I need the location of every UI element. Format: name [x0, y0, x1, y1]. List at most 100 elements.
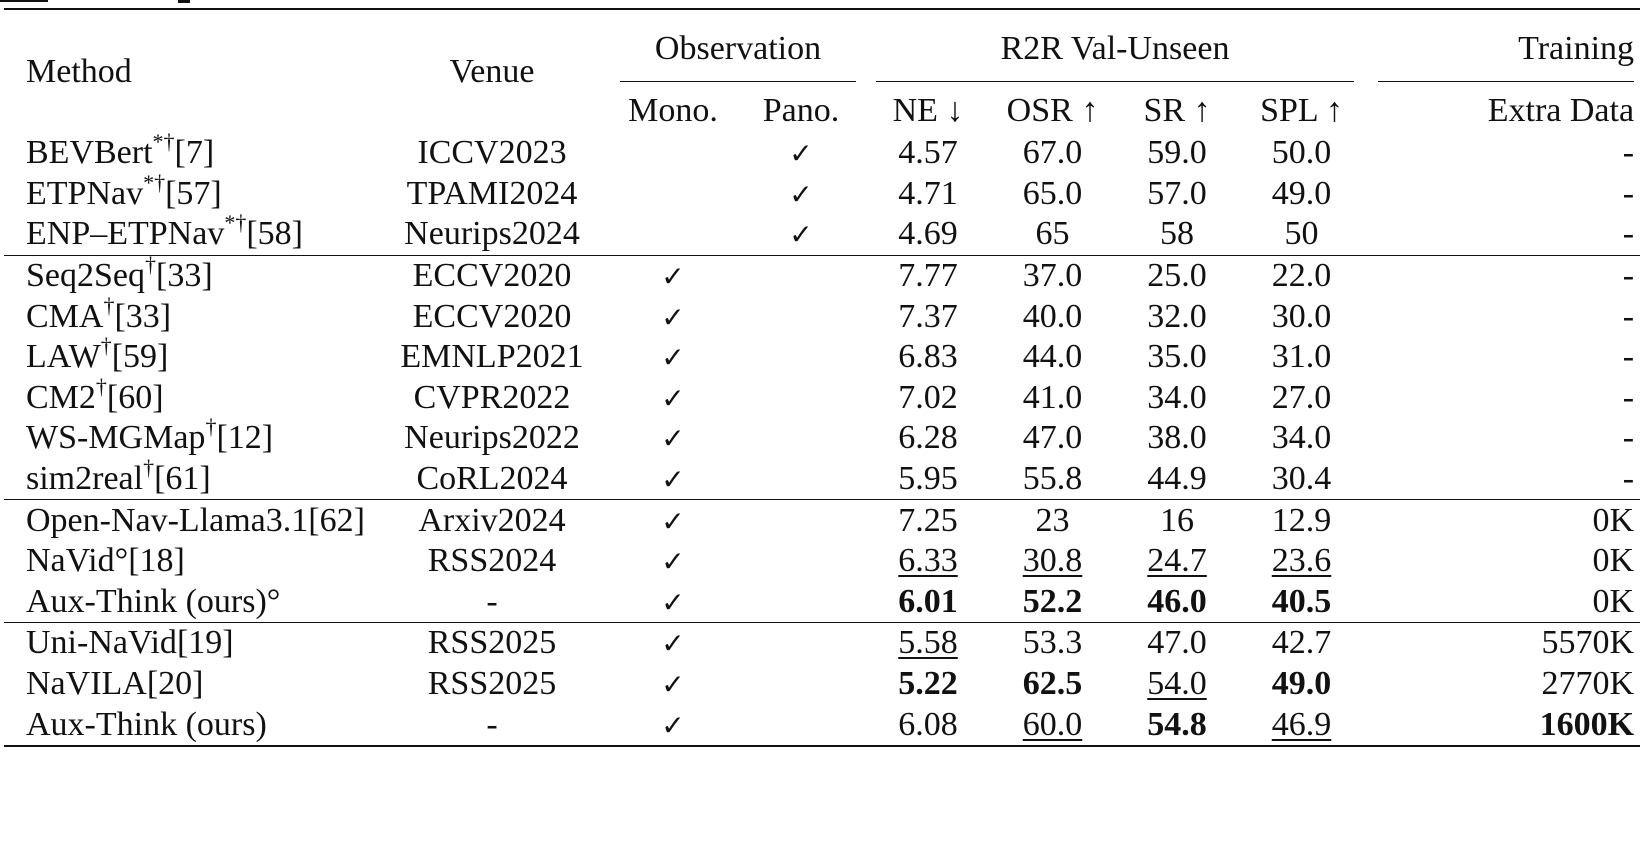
osr-cell: 23	[990, 499, 1115, 541]
r2r-subheaders: NE ↓ OSR ↑ SR ↑ SPL ↑	[866, 76, 1364, 133]
spl-cell: 22.0	[1239, 254, 1365, 297]
sr-value: 24.7	[1147, 542, 1207, 580]
method-citation: [7]	[174, 134, 215, 172]
ne-value: 4.71	[898, 174, 958, 212]
method-citation: [20]	[146, 665, 204, 703]
extra-cell: -	[1364, 254, 1641, 297]
training-subheader: Extra Data	[1364, 76, 1640, 133]
pano-cell	[736, 664, 866, 705]
sr-value: 34.0	[1147, 378, 1207, 416]
method-cell: NaVid°[18]	[4, 541, 374, 582]
ne-cell: 6.83	[866, 337, 990, 378]
osr-value: 55.8	[1022, 460, 1083, 498]
method-name: Seq2Seq	[26, 257, 145, 295]
mono-cell: ✓	[610, 622, 736, 664]
osr-cell: 47.0	[990, 418, 1115, 459]
spl-value: 22.0	[1271, 257, 1332, 295]
extra-cell: -	[1364, 418, 1640, 459]
ne-cell: 5.95	[866, 459, 990, 500]
pano-cell	[736, 499, 866, 541]
spl-cell: 40.5	[1239, 582, 1364, 623]
header-pano: Pano.	[762, 92, 840, 129]
table-row: CMA†[33] ECCV2020 ✓ 7.37 40.0 32.0 30.0 -	[4, 294, 1640, 337]
venue-cell: EMNLP2021	[374, 337, 610, 378]
spl-cell: 27.0	[1239, 378, 1364, 419]
table-row: LAW†[59] EMNLP2021 ✓ 6.83 44.0 35.0 31.0 -	[4, 335, 1640, 378]
check-mark-icon: ✓	[789, 177, 813, 211]
ne-value: 7.02	[898, 378, 958, 416]
extra-cell: -	[1364, 459, 1640, 500]
method-superscript: †	[145, 252, 156, 278]
results-table: Method Venue Observation R2R Val-Unseen …	[4, 8, 1641, 747]
check-mark-icon: ✓	[661, 708, 685, 742]
ne-value: 6.28	[898, 419, 958, 457]
method-cell: ENP–ETPNav*†[58]	[4, 212, 374, 255]
ne-cell: 5.22	[866, 664, 990, 705]
method-citation: [18]	[128, 542, 185, 580]
method-name: CMA	[26, 297, 104, 335]
sr-cell: 34.0	[1115, 378, 1239, 419]
table-row: sim2real†[61] CoRL2024 ✓ 5.95 55.8 44.9 30.4 -	[4, 457, 1640, 500]
spl-cell: 49.0	[1239, 664, 1364, 705]
pano-cell	[736, 622, 866, 664]
method-name: NaVILA	[26, 665, 147, 703]
mono-cell: ✓	[610, 337, 736, 378]
spl-value: 49.0	[1271, 174, 1332, 212]
ne-cell: 4.69	[866, 214, 990, 255]
sr-cell: 24.7	[1115, 541, 1239, 582]
header-method: Method	[4, 8, 374, 133]
osr-value: 65	[1035, 215, 1070, 253]
osr-cell: 52.2	[990, 582, 1115, 623]
method-cell: WS-MGMap†[12]	[4, 416, 374, 459]
osr-value: 67.0	[1022, 134, 1083, 172]
method-citation: [61]	[154, 460, 211, 498]
venue-text: RSS2025	[427, 624, 557, 662]
ne-cell: 6.08	[866, 704, 990, 747]
sr-value: 58	[1160, 215, 1194, 253]
venue-cell: CVPR2022	[374, 378, 610, 419]
venue-text: -	[486, 582, 498, 620]
osr-cell: 62.5	[990, 664, 1115, 705]
header-spl: SPL ↑	[1260, 92, 1343, 129]
osr-cell: 55.8	[990, 459, 1115, 500]
spl-value: 30.0	[1271, 297, 1332, 335]
sr-value: 54.8	[1147, 705, 1207, 743]
header-r2r-val-unseen: R2R Val-Unseen	[866, 8, 1365, 76]
mono-cell	[610, 133, 736, 174]
method-cell: Seq2Seq†[33]	[4, 252, 374, 297]
ne-cell: 7.77	[866, 254, 990, 297]
method-superscript: *†	[143, 169, 166, 195]
header-ne: NE ↓	[892, 92, 964, 129]
spl-cell: 30.0	[1239, 296, 1364, 337]
venue-cell: RSS2025	[374, 664, 610, 705]
ne-value: 5.22	[898, 665, 958, 703]
extra-value: 0K	[1592, 542, 1635, 580]
venue-cell: -	[374, 582, 610, 623]
extra-value: -	[1622, 460, 1635, 498]
ne-value: 5.58	[898, 624, 958, 662]
ne-cell: 5.58	[866, 622, 990, 664]
extra-cell: 0K	[1364, 541, 1640, 582]
spl-value: 30.4	[1271, 460, 1332, 498]
venue-text: CVPR2022	[413, 378, 571, 416]
mono-cell: ✓	[610, 378, 736, 419]
table-row: Seq2Seq†[33] ECCV2020 ✓ 7.77 37.0 25.0 22.0 -	[4, 252, 1641, 297]
sr-value: 32.0	[1147, 297, 1207, 335]
header-osr: OSR ↑	[1006, 92, 1099, 129]
ne-cell: 7.02	[866, 378, 990, 419]
method-cell: CM2†[60]	[4, 375, 374, 419]
method-name: LAW	[26, 338, 101, 376]
sr-cell: 32.0	[1115, 296, 1239, 337]
osr-value: 53.3	[1022, 624, 1083, 662]
method-superscript: *†	[152, 129, 175, 155]
header-sr: SR ↑	[1143, 92, 1211, 129]
pano-cell	[736, 378, 866, 419]
osr-cell: 60.0	[990, 704, 1115, 747]
table-row: NaVid°[18] RSS2024 ✓ 6.33 30.8 24.7 23.6 0K	[4, 541, 1640, 582]
spl-value: 23.6	[1271, 542, 1332, 580]
method-citation: [60]	[106, 378, 164, 416]
osr-value: 52.2	[1022, 582, 1083, 620]
sr-value: 47.0	[1147, 624, 1207, 662]
table-row: ENP–ETPNav*†[58] Neurips2024 ✓ 4.69 65 58 50 -	[4, 212, 1640, 255]
method-citation: [59]	[111, 338, 169, 376]
